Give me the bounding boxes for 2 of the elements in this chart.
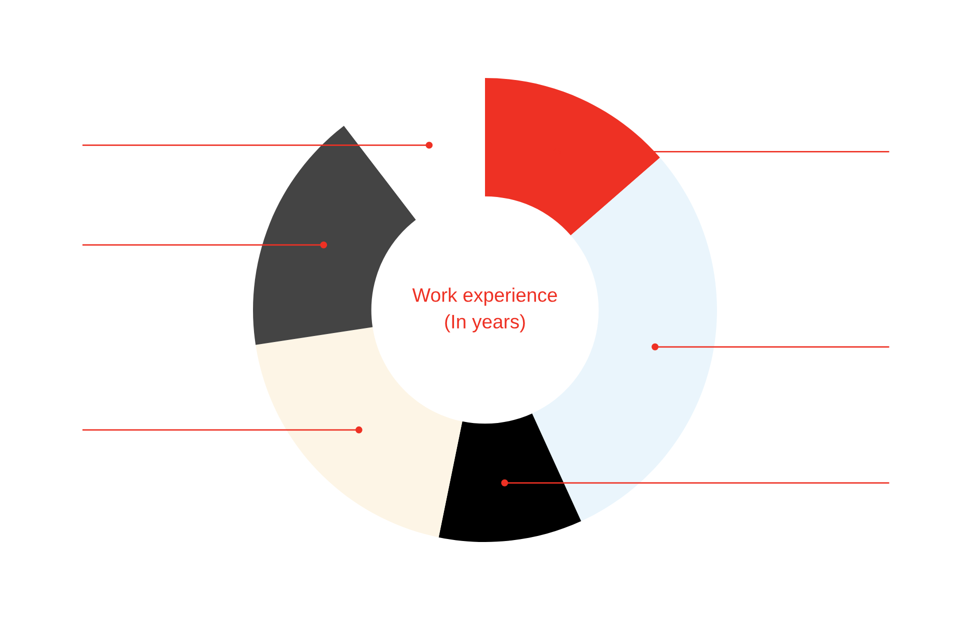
donut-slice (438, 413, 582, 542)
text: Work experience (In years) (412, 288, 557, 332)
